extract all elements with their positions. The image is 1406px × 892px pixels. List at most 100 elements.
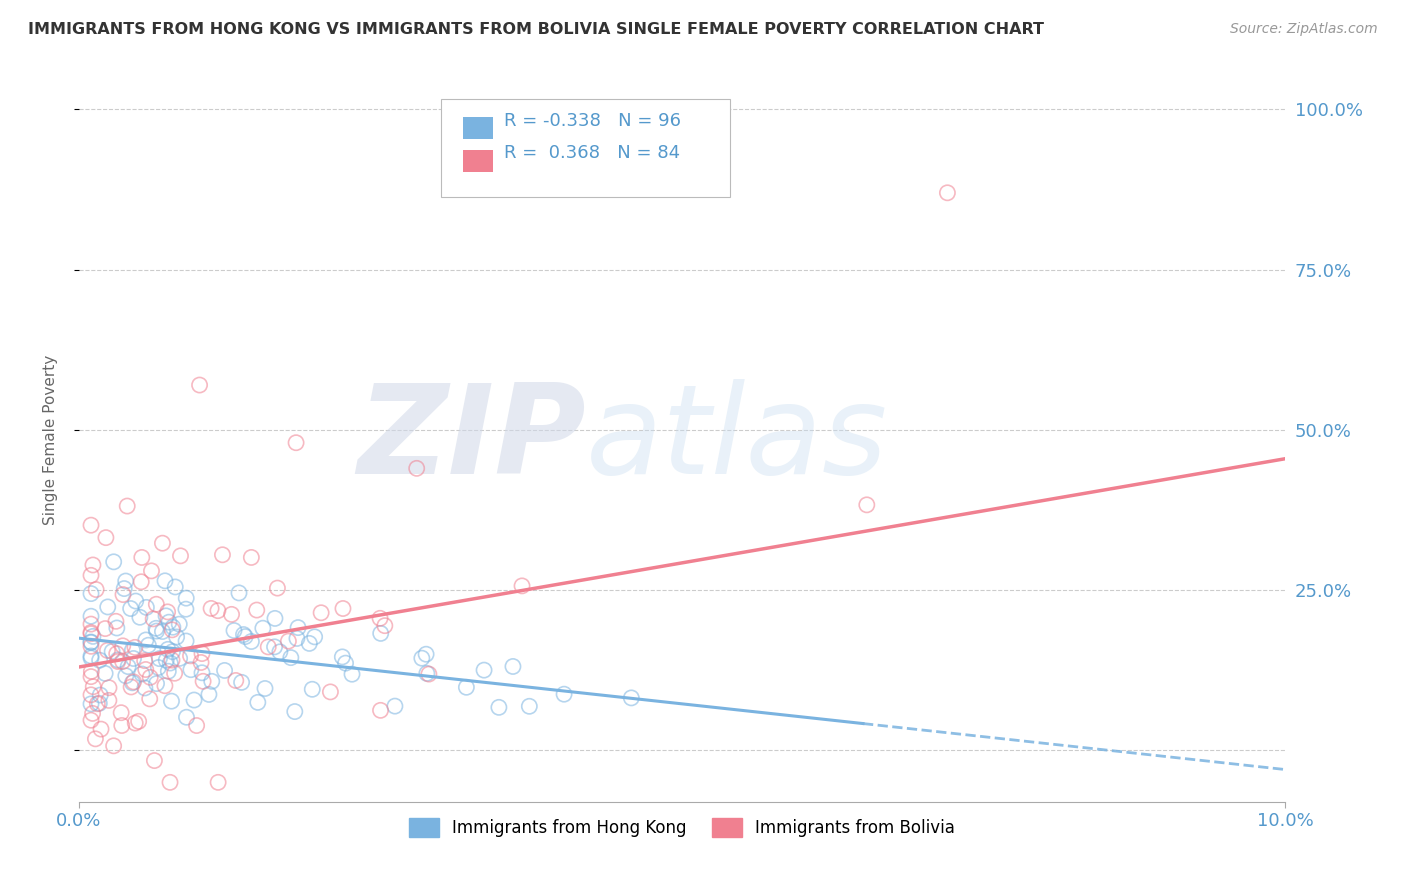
Point	[174, 602, 197, 616]
Point	[374, 618, 396, 632]
Point	[188, 378, 211, 392]
Point	[301, 682, 323, 697]
Point	[80, 625, 103, 640]
Point	[207, 604, 229, 618]
Point	[86, 697, 108, 711]
Point	[335, 656, 357, 670]
Point	[157, 665, 180, 679]
Point	[117, 659, 139, 673]
Point	[201, 674, 224, 689]
Point	[160, 623, 183, 637]
Point	[80, 640, 103, 654]
Point	[124, 640, 146, 655]
Point	[159, 656, 181, 670]
Point	[142, 612, 165, 626]
Point	[107, 655, 129, 669]
Point	[207, 775, 229, 789]
Point	[856, 498, 879, 512]
Point	[148, 660, 170, 674]
Point	[263, 640, 285, 654]
Point	[80, 651, 103, 665]
Point	[214, 664, 236, 678]
Point	[169, 651, 191, 665]
Point	[89, 688, 111, 702]
Point	[110, 706, 132, 720]
Point	[135, 663, 157, 677]
Point	[80, 617, 103, 632]
Point	[107, 653, 129, 667]
Point	[319, 685, 342, 699]
Point	[134, 681, 156, 695]
Point	[80, 713, 103, 727]
Point	[384, 699, 406, 714]
Point	[105, 621, 128, 635]
Point	[114, 574, 136, 588]
Point	[89, 696, 111, 710]
Point	[228, 586, 250, 600]
Point	[101, 644, 124, 658]
Point	[80, 635, 103, 649]
Point	[162, 620, 184, 634]
Point	[82, 629, 104, 643]
Point	[105, 647, 128, 661]
Point	[84, 582, 107, 597]
Point	[176, 710, 198, 724]
Point	[84, 731, 107, 746]
Point	[240, 550, 263, 565]
Point	[198, 687, 221, 701]
Point	[128, 714, 150, 729]
Point	[186, 718, 208, 732]
Point	[97, 599, 120, 614]
Point	[80, 697, 103, 711]
Point	[167, 617, 190, 632]
Point	[114, 669, 136, 683]
Point	[180, 648, 202, 663]
Point	[284, 705, 307, 719]
Point	[124, 716, 146, 731]
Point	[111, 718, 134, 732]
Point	[368, 611, 391, 625]
Point	[89, 653, 111, 667]
FancyBboxPatch shape	[463, 117, 492, 139]
Point	[94, 622, 117, 636]
Point	[159, 775, 181, 789]
Point	[80, 670, 103, 684]
Point	[82, 706, 104, 721]
Point	[112, 582, 135, 596]
Point	[156, 605, 179, 619]
Point	[152, 624, 174, 639]
Point	[415, 647, 437, 661]
Point	[139, 670, 162, 684]
Point	[191, 665, 214, 680]
FancyBboxPatch shape	[441, 99, 730, 197]
Point	[553, 687, 575, 701]
Point	[94, 666, 117, 681]
Point	[233, 630, 256, 644]
Point	[169, 549, 191, 563]
Point	[98, 681, 121, 695]
Point	[257, 640, 280, 654]
Point	[103, 555, 125, 569]
Point	[128, 610, 150, 624]
Point	[266, 581, 288, 595]
Point	[252, 621, 274, 635]
Point	[125, 594, 148, 608]
Point	[156, 642, 179, 657]
Text: R =  0.368   N = 84: R = 0.368 N = 84	[503, 145, 679, 162]
Point	[411, 651, 433, 665]
Point	[80, 586, 103, 600]
Point	[94, 531, 117, 545]
Point	[155, 608, 177, 623]
Point	[120, 680, 142, 694]
Point	[135, 600, 157, 615]
Point	[80, 648, 103, 663]
Legend: Immigrants from Hong Kong, Immigrants from Bolivia: Immigrants from Hong Kong, Immigrants fr…	[402, 812, 962, 844]
Point	[131, 667, 153, 681]
Point	[160, 653, 183, 667]
Text: atlas: atlas	[585, 379, 887, 500]
Point	[80, 609, 103, 624]
Point	[183, 693, 205, 707]
Text: IMMIGRANTS FROM HONG KONG VS IMMIGRANTS FROM BOLIVIA SINGLE FEMALE POVERTY CORRE: IMMIGRANTS FROM HONG KONG VS IMMIGRANTS …	[28, 22, 1045, 37]
Point	[330, 649, 353, 664]
Point	[340, 667, 363, 681]
